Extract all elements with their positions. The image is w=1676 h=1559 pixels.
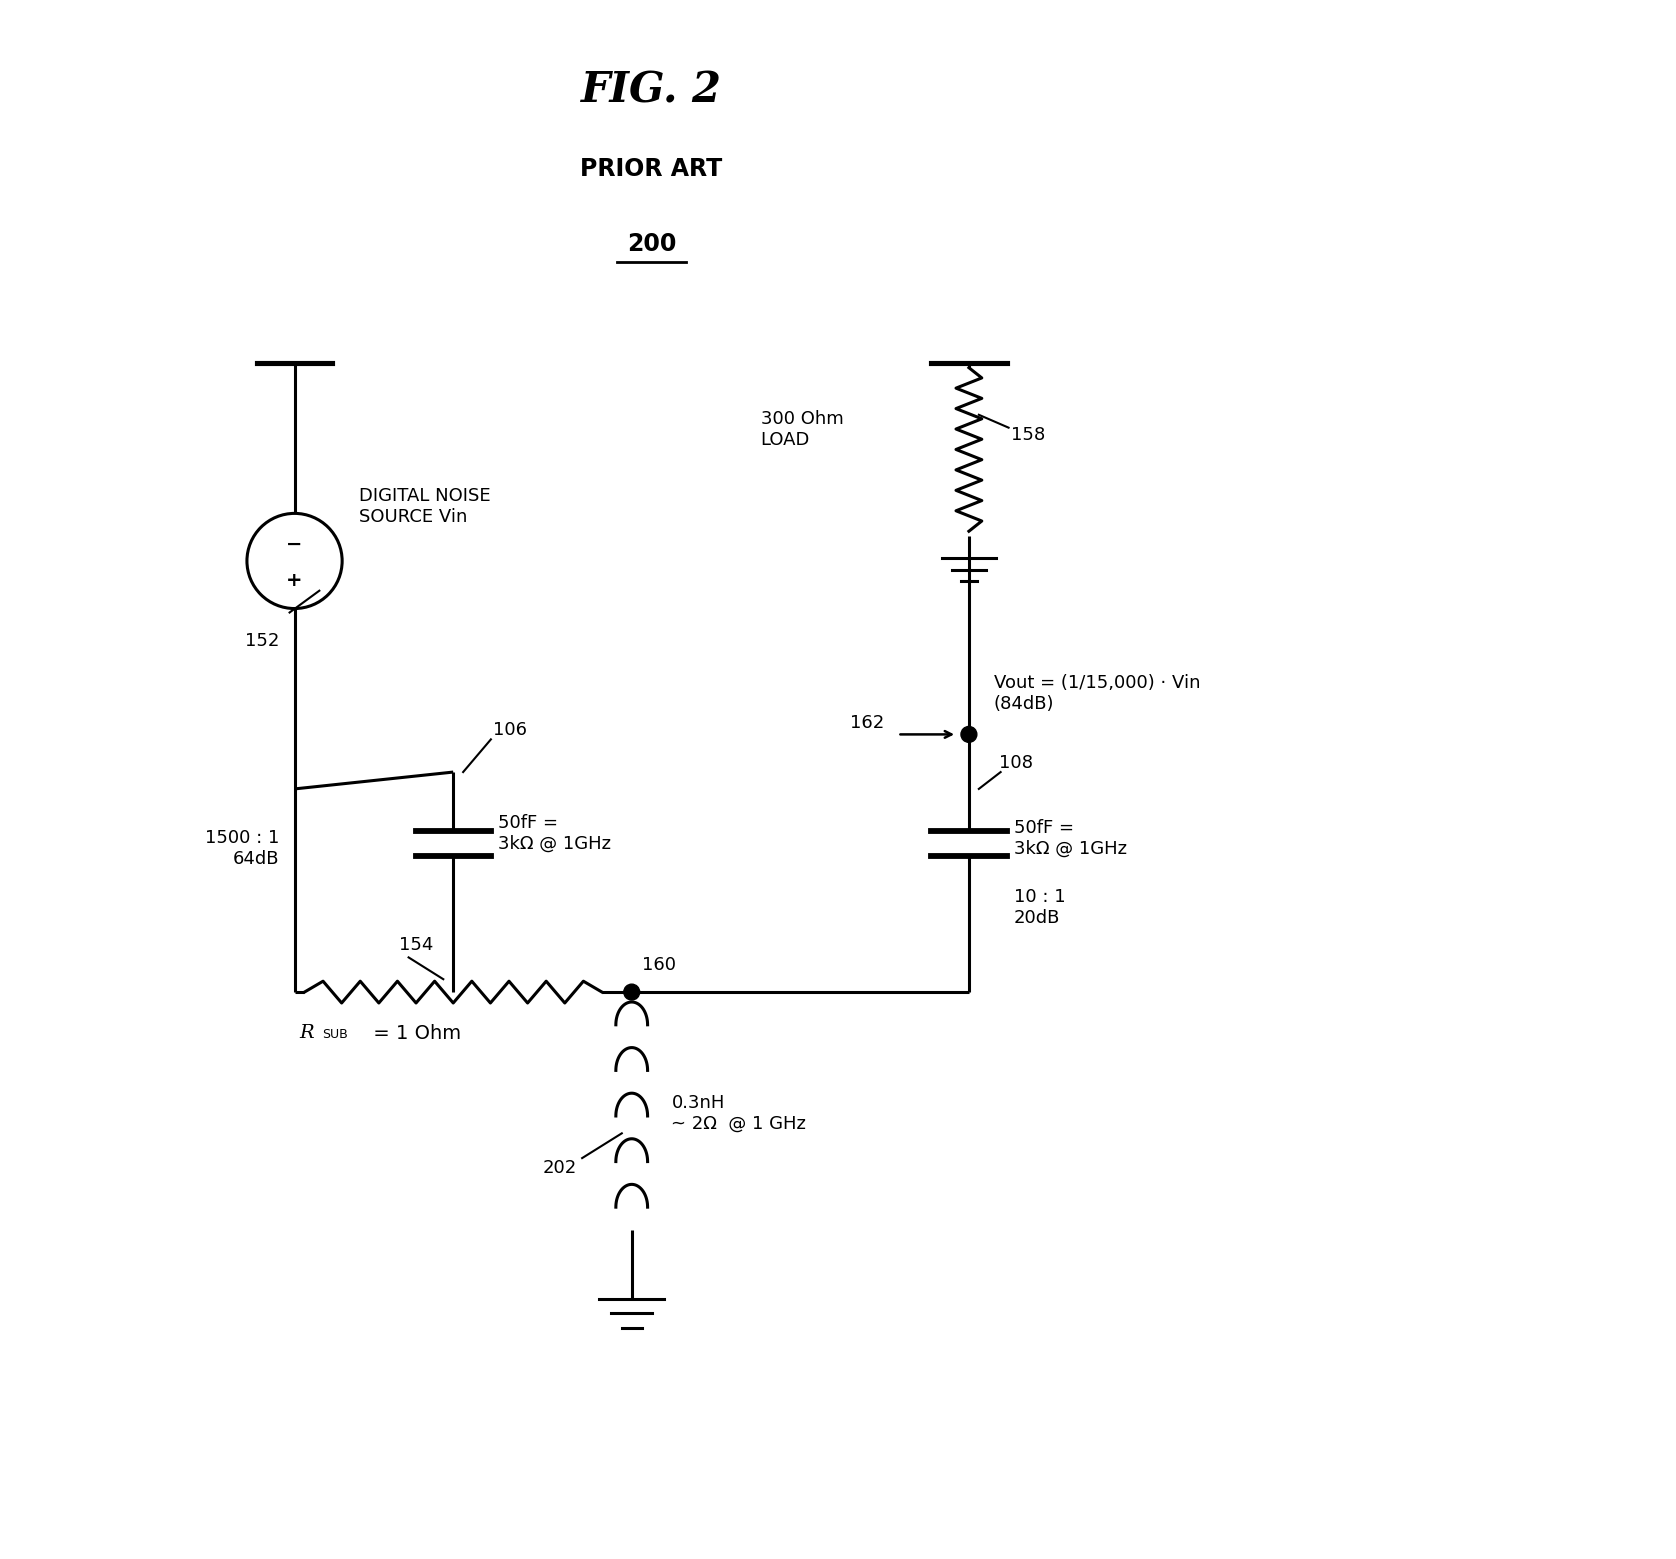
Text: = 1 Ohm: = 1 Ohm xyxy=(367,1024,461,1043)
Text: 160: 160 xyxy=(642,956,675,974)
Text: DIGITAL NOISE
SOURCE Vin: DIGITAL NOISE SOURCE Vin xyxy=(359,486,491,525)
Text: 202: 202 xyxy=(543,1158,577,1177)
Text: 50fF =
3kΩ @ 1GHz: 50fF = 3kΩ @ 1GHz xyxy=(498,814,610,853)
Text: 108: 108 xyxy=(999,755,1032,772)
Text: 300 Ohm
LOAD: 300 Ohm LOAD xyxy=(761,410,843,449)
Text: 1500 : 1
64dB: 1500 : 1 64dB xyxy=(204,829,280,868)
Text: 0.3nH
~ 2Ω  @ 1 GHz: 0.3nH ~ 2Ω @ 1 GHz xyxy=(672,1094,806,1133)
Circle shape xyxy=(623,984,640,999)
Circle shape xyxy=(960,726,977,742)
Text: 152: 152 xyxy=(245,633,280,650)
Text: 106: 106 xyxy=(493,722,526,739)
Text: 10 : 1
20dB: 10 : 1 20dB xyxy=(1014,889,1066,928)
Text: 162: 162 xyxy=(850,714,885,731)
Text: 200: 200 xyxy=(627,232,675,256)
Text: 158: 158 xyxy=(1011,426,1044,444)
Text: R: R xyxy=(300,1024,313,1041)
Text: +: + xyxy=(287,571,303,591)
Text: −: − xyxy=(287,535,303,553)
Text: Vout = (1/15,000) · Vin
(84dB): Vout = (1/15,000) · Vin (84dB) xyxy=(994,673,1200,712)
Text: 154: 154 xyxy=(399,937,432,954)
Text: FIG. 2: FIG. 2 xyxy=(582,69,722,111)
Text: PRIOR ART: PRIOR ART xyxy=(580,157,722,181)
Text: 50fF =
3kΩ @ 1GHz: 50fF = 3kΩ @ 1GHz xyxy=(1014,818,1126,857)
Text: SUB: SUB xyxy=(322,1027,349,1041)
